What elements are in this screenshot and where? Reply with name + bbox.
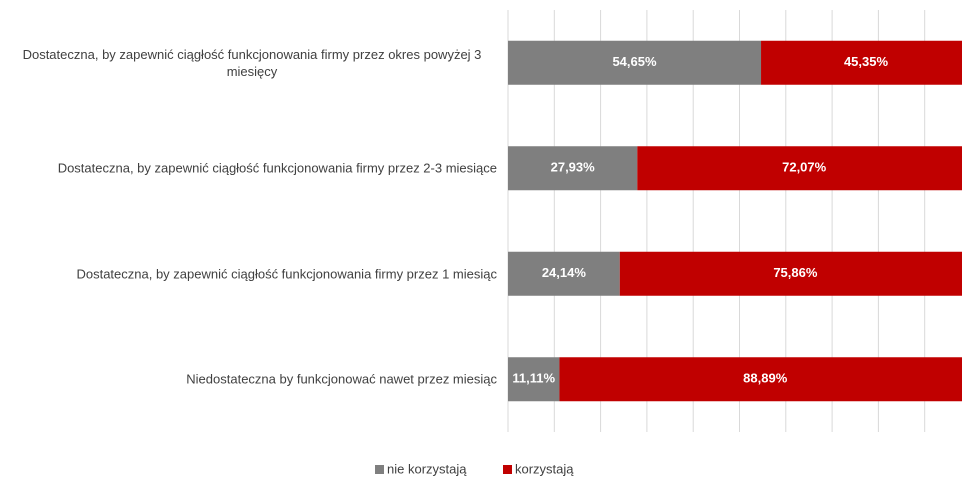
value-label: 45,35%: [844, 54, 889, 69]
value-label: 27,93%: [551, 160, 596, 175]
value-label: 11,11%: [512, 371, 555, 386]
value-label: 88,89%: [743, 371, 788, 386]
bar-segment: [761, 40, 962, 85]
value-label: 54,65%: [612, 54, 657, 69]
category-label: Dostateczna, by zapewnić ciągłość funkcj…: [57, 160, 497, 176]
legend-label: korzystają: [515, 461, 574, 476]
value-label: 24,14%: [542, 265, 587, 280]
category-label: Dostateczna, by zapewnić ciągłość funkcj…: [22, 46, 482, 79]
bar-segment: [559, 357, 962, 402]
bar-segment: [508, 251, 620, 296]
bar-segment: [508, 40, 762, 85]
legend-label: nie korzystają: [387, 461, 467, 476]
value-label: 75,86%: [773, 265, 818, 280]
bar-segment: [508, 357, 560, 402]
value-label: 72,07%: [782, 160, 827, 175]
bar-segment: [637, 146, 962, 191]
bar-segment: [508, 146, 638, 191]
legend-swatch: [375, 465, 384, 474]
category-label: Dostateczna, by zapewnić ciągłość funkcj…: [76, 266, 497, 282]
bar-segment: [619, 251, 962, 296]
legend-swatch: [503, 465, 512, 474]
category-label: Niedostateczna by funkcjonować nawet prz…: [186, 371, 497, 387]
